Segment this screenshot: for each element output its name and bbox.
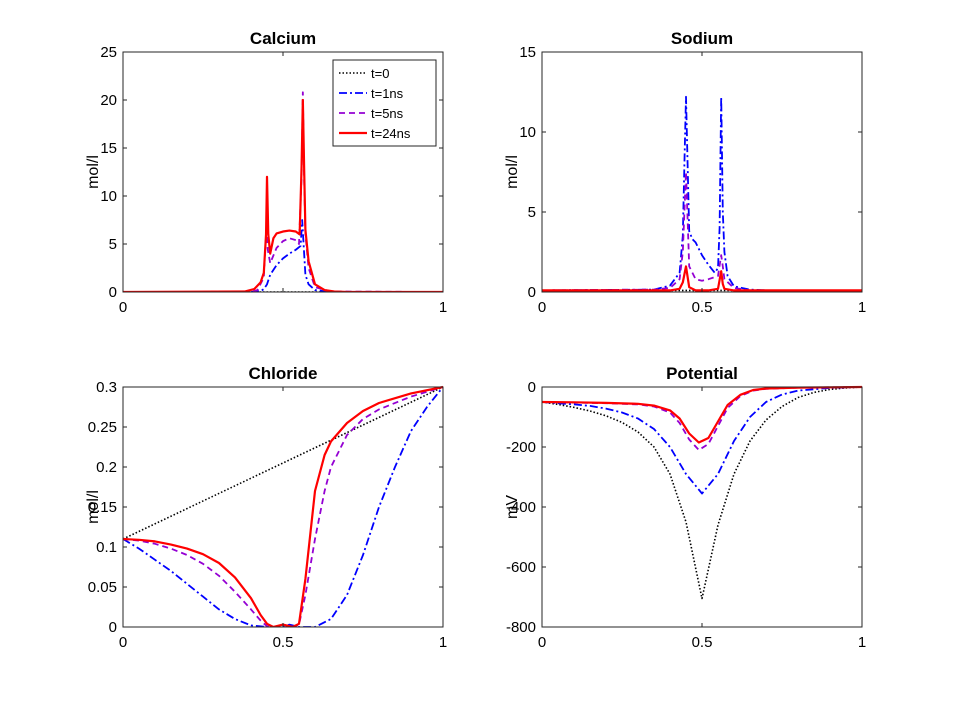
- x-tick-label: 0: [538, 634, 546, 651]
- y-tick-label: 5: [109, 236, 117, 253]
- series-group: [123, 385, 443, 627]
- legend-label: t=0: [371, 66, 389, 81]
- legend-label: t=1ns: [371, 86, 404, 101]
- y-tick-label: -600: [506, 559, 536, 576]
- x-tick-label: 1: [858, 634, 866, 651]
- x-tick-label: 0: [538, 299, 546, 316]
- series-line-t=0: [123, 386, 443, 540]
- y-axis-label: mol/l: [504, 155, 521, 189]
- y-tick-label: -400: [506, 499, 536, 516]
- series-line-t=5ns: [542, 171, 862, 292]
- y-tick-label: 20: [100, 92, 117, 109]
- legend: t=0 t=1ns t=5ns t=24ns: [332, 59, 437, 147]
- y-tick-label: 0: [528, 379, 536, 396]
- chart-title: Potential: [666, 364, 738, 383]
- series-line-t=1ns: [542, 386, 862, 495]
- y-tick-label: 0: [109, 619, 117, 636]
- y-tick-label: 15: [519, 44, 536, 61]
- series-line-t=24ns: [542, 385, 862, 444]
- x-tick-label: 1: [439, 299, 447, 316]
- y-tick-label: 15: [100, 140, 117, 157]
- panels: 0 10510152025Calciummol/lt=0t=1nst=5nst=2…: [85, 29, 866, 651]
- series-group: [542, 385, 862, 600]
- y-tick-label: 0: [109, 284, 117, 301]
- y-tick-label: -200: [506, 439, 536, 456]
- series-group: [123, 91, 443, 292]
- legend-box: [332, 59, 437, 147]
- x-tick-label: 0: [119, 299, 127, 316]
- y-tick-label: 0.3: [96, 379, 117, 396]
- y-tick-label: 10: [519, 124, 536, 141]
- y-axis-label: mol/l: [85, 490, 102, 524]
- y-tick-label: 0: [528, 284, 536, 301]
- plot-area: [123, 387, 443, 627]
- legend-label: t=5ns: [371, 106, 404, 121]
- y-tick-label: 0.2: [96, 459, 117, 476]
- chart-title: Calcium: [250, 29, 316, 48]
- series-line-t=0: [542, 386, 862, 600]
- series-line-t=24ns: [123, 98, 443, 292]
- y-tick-label: 0.25: [88, 419, 117, 436]
- panel-potential: 0 0.5 1 -800 -600 -400 -200 0 Potential mV: [504, 364, 866, 651]
- plot-area: [542, 387, 862, 627]
- x-tick-label: 0.5: [692, 299, 713, 316]
- y-axis-label: mV: [504, 495, 521, 519]
- panel-chloride: 0 0.5 1 0 0.05 0.1 0.15 0.2 0.25 0.3 Chloride mol/l: [85, 364, 447, 651]
- panel-calcium: 0 10510152025Calciummol/lt=0t=1nst=5nst=2…: [85, 29, 447, 316]
- x-tick-label: 0.5: [692, 634, 713, 651]
- chart-title: Sodium: [671, 29, 733, 48]
- x-tick-label: 0: [119, 634, 127, 651]
- x-tick-label: 1: [439, 634, 447, 651]
- series-line-t=1ns: [123, 386, 443, 627]
- y-tick-label: 0.15: [88, 499, 117, 516]
- x-tick-label: 0.5: [273, 634, 294, 651]
- series-line-t=1ns: [123, 219, 443, 292]
- y-tick-label: 25: [100, 44, 117, 61]
- y-tick-label: -800: [506, 619, 536, 636]
- y-tick-label: 5: [528, 204, 536, 221]
- chart-title: Chloride: [249, 364, 318, 383]
- y-tick-label: 0.05: [88, 579, 117, 596]
- x-tick-label: 1: [858, 299, 866, 316]
- legend-label: t=24ns: [371, 126, 411, 141]
- y-tick-label: 0.1: [96, 539, 117, 556]
- plot-area: [542, 52, 862, 292]
- y-tick-label: 10: [100, 188, 117, 205]
- y-axis-label: mol/l: [85, 155, 102, 189]
- series-line-t=24ns: [123, 385, 443, 627]
